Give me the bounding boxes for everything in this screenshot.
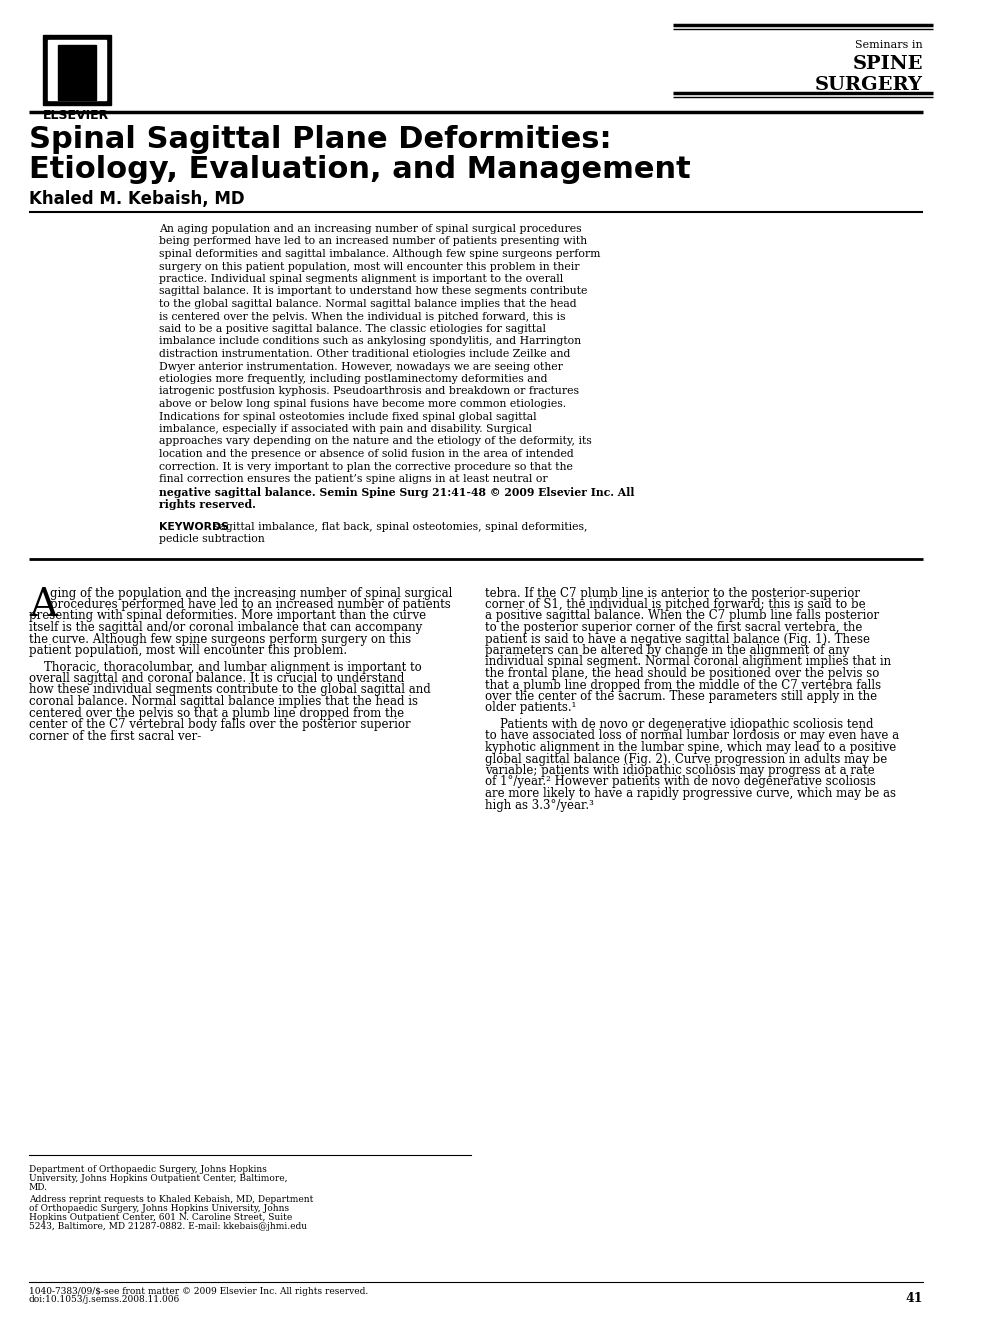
Text: iatrogenic postfusion kyphosis. Pseudoarthrosis and breakdown or fractures: iatrogenic postfusion kyphosis. Pseudoar… (158, 387, 578, 396)
Text: SURGERY: SURGERY (815, 77, 923, 94)
Text: distraction instrumentation. Other traditional etiologies include Zeilke and: distraction instrumentation. Other tradi… (158, 348, 570, 359)
Text: Khaled M. Kebaish, MD: Khaled M. Kebaish, MD (29, 190, 245, 209)
Text: patient population, most will encounter this problem.: patient population, most will encounter … (29, 644, 346, 657)
Text: over the center of the sacrum. These parameters still apply in the: over the center of the sacrum. These par… (485, 690, 877, 704)
Text: ELSEVIER: ELSEVIER (44, 110, 110, 121)
Text: ging of the population and the increasing number of spinal surgical: ging of the population and the increasin… (50, 586, 452, 599)
Text: pedicle subtraction: pedicle subtraction (158, 535, 264, 544)
Text: parameters can be altered by change in the alignment of any: parameters can be altered by change in t… (485, 644, 849, 657)
Text: Indications for spinal osteotomies include fixed spinal global sagittal: Indications for spinal osteotomies inclu… (158, 412, 537, 421)
Text: individual spinal segment. Normal coronal alignment implies that in: individual spinal segment. Normal corona… (485, 656, 892, 668)
Text: itself is the sagittal and/or coronal imbalance that can accompany: itself is the sagittal and/or coronal im… (29, 620, 422, 634)
Text: is centered over the pelvis. When the individual is pitched forward, this is: is centered over the pelvis. When the in… (158, 312, 565, 322)
Text: variable; patients with idiopathic scoliosis may progress at a rate: variable; patients with idiopathic scoli… (485, 764, 875, 777)
Text: 5243, Baltimore, MD 21287-0882. E-mail: kkebais@jhmi.edu: 5243, Baltimore, MD 21287-0882. E-mail: … (29, 1222, 307, 1232)
Bar (49, 40, 106, 100)
Text: being performed have led to an increased number of patients presenting with: being performed have led to an increased… (158, 236, 587, 247)
Text: to the global sagittal balance. Normal sagittal balance implies that the head: to the global sagittal balance. Normal s… (158, 300, 576, 309)
Text: 41: 41 (906, 1292, 923, 1305)
Text: center of the C7 vertebral body falls over the posterior superior: center of the C7 vertebral body falls ov… (29, 718, 411, 731)
Text: doi:10.1053/j.semss.2008.11.006: doi:10.1053/j.semss.2008.11.006 (29, 1295, 180, 1304)
Text: patient is said to have a negative sagittal balance (Fig. 1). These: patient is said to have a negative sagit… (485, 632, 870, 645)
Text: to have associated loss of normal lumbar lordosis or may even have a: to have associated loss of normal lumbar… (485, 730, 900, 742)
Text: to the posterior superior corner of the first sacral vertebra, the: to the posterior superior corner of the … (485, 620, 863, 634)
Text: MD.: MD. (29, 1183, 48, 1192)
Text: final correction ensures the patient’s spine aligns in at least neutral or: final correction ensures the patient’s s… (158, 474, 547, 484)
Text: location and the presence or absence of solid fusion in the area of intended: location and the presence or absence of … (158, 449, 573, 459)
Text: imbalance include conditions such as ankylosing spondylitis, and Harrington: imbalance include conditions such as ank… (158, 337, 581, 346)
Text: imbalance, especially if associated with pain and disability. Surgical: imbalance, especially if associated with… (158, 424, 532, 434)
Text: surgery on this patient population, most will encounter this problem in their: surgery on this patient population, most… (158, 261, 579, 272)
Text: corner of the first sacral ver-: corner of the first sacral ver- (29, 730, 201, 742)
Text: the curve. Although few spine surgeons perform surgery on this: the curve. Although few spine surgeons p… (29, 632, 411, 645)
Text: of 1°/year.² However patients with de novo degenerative scoliosis: of 1°/year.² However patients with de no… (485, 776, 876, 788)
Text: 1040-7383/09/$-see front matter © 2009 Elsevier Inc. All rights reserved.: 1040-7383/09/$-see front matter © 2009 E… (29, 1287, 368, 1296)
Text: Spinal Sagittal Plane Deformities:: Spinal Sagittal Plane Deformities: (29, 125, 612, 154)
Text: that a plumb line dropped from the middle of the C7 vertebra falls: that a plumb line dropped from the middl… (485, 678, 882, 692)
Text: corner of S1, the individual is pitched forward; this is said to be: corner of S1, the individual is pitched … (485, 598, 866, 611)
Text: high as 3.3°/year.³: high as 3.3°/year.³ (485, 799, 594, 812)
Text: presenting with spinal deformities. More important than the curve: presenting with spinal deformities. More… (29, 610, 426, 623)
Text: University, Johns Hopkins Outpatient Center, Baltimore,: University, Johns Hopkins Outpatient Cen… (29, 1173, 287, 1183)
Text: A: A (29, 586, 56, 623)
Bar (44, 36, 111, 106)
Text: sagittal imbalance, flat back, spinal osteotomies, spinal deformities,: sagittal imbalance, flat back, spinal os… (215, 521, 588, 532)
Text: KEYWORDS: KEYWORDS (158, 521, 229, 532)
Text: Dwyer anterior instrumentation. However, nowadays we are seeing other: Dwyer anterior instrumentation. However,… (158, 362, 562, 371)
Text: spinal deformities and sagittal imbalance. Although few spine surgeons perform: spinal deformities and sagittal imbalanc… (158, 249, 600, 259)
Text: SPINE: SPINE (852, 55, 923, 73)
Text: global sagittal balance (Fig. 2). Curve progression in adults may be: global sagittal balance (Fig. 2). Curve … (485, 752, 888, 766)
Text: of Orthopaedic Surgery, Johns Hopkins University, Johns: of Orthopaedic Surgery, Johns Hopkins Un… (29, 1204, 289, 1213)
Text: the frontal plane, the head should be positioned over the pelvis so: the frontal plane, the head should be po… (485, 667, 880, 680)
Text: Department of Orthopaedic Surgery, Johns Hopkins: Department of Orthopaedic Surgery, Johns… (29, 1166, 266, 1173)
Text: are more likely to have a rapidly progressive curve, which may be as: are more likely to have a rapidly progre… (485, 787, 897, 800)
Text: rights reserved.: rights reserved. (158, 499, 255, 510)
Text: An aging population and an increasing number of spinal surgical procedures: An aging population and an increasing nu… (158, 224, 581, 234)
Text: negative sagittal balance. Semin Spine Surg 21:41-48 © 2009 Elsevier Inc. All: negative sagittal balance. Semin Spine S… (158, 487, 635, 498)
Text: Thoracic, thoracolumbar, and lumbar alignment is important to: Thoracic, thoracolumbar, and lumbar alig… (29, 660, 422, 673)
Text: approaches vary depending on the nature and the etiology of the deformity, its: approaches vary depending on the nature … (158, 437, 591, 446)
Text: tebra. If the C7 plumb line is anterior to the posterior-superior: tebra. If the C7 plumb line is anterior … (485, 586, 860, 599)
Text: practice. Individual spinal segments alignment is important to the overall: practice. Individual spinal segments ali… (158, 275, 563, 284)
Text: Etiology, Evaluation, and Management: Etiology, Evaluation, and Management (29, 154, 691, 183)
Text: older patients.¹: older patients.¹ (485, 701, 577, 714)
Text: kyphotic alignment in the lumbar spine, which may lead to a positive: kyphotic alignment in the lumbar spine, … (485, 741, 897, 754)
Text: Patients with de novo or degenerative idiopathic scoliosis tend: Patients with de novo or degenerative id… (485, 718, 874, 731)
Text: a positive sagittal balance. When the C7 plumb line falls posterior: a positive sagittal balance. When the C7… (485, 610, 879, 623)
Text: Address reprint requests to Khaled Kebaish, MD, Department: Address reprint requests to Khaled Kebai… (29, 1195, 313, 1204)
Text: how these individual segments contribute to the global sagittal and: how these individual segments contribute… (29, 684, 431, 697)
Text: said to be a positive sagittal balance. The classic etiologies for sagittal: said to be a positive sagittal balance. … (158, 323, 545, 334)
Text: procedures performed have led to an increased number of patients: procedures performed have led to an incr… (50, 598, 450, 611)
Text: etiologies more frequently, including postlaminectomy deformities and: etiologies more frequently, including po… (158, 374, 547, 384)
Text: above or below long spinal fusions have become more common etiologies.: above or below long spinal fusions have … (158, 399, 565, 409)
Text: overall sagittal and coronal balance. It is crucial to understand: overall sagittal and coronal balance. It… (29, 672, 404, 685)
Bar (57, 45, 96, 100)
Text: centered over the pelvis so that a plumb line dropped from the: centered over the pelvis so that a plumb… (29, 706, 404, 719)
Text: Hopkins Outpatient Center, 601 N. Caroline Street, Suite: Hopkins Outpatient Center, 601 N. Caroli… (29, 1213, 292, 1222)
Text: correction. It is very important to plan the corrective procedure so that the: correction. It is very important to plan… (158, 462, 572, 471)
Text: Seminars in: Seminars in (855, 40, 923, 50)
Text: coronal balance. Normal sagittal balance implies that the head is: coronal balance. Normal sagittal balance… (29, 696, 418, 708)
Text: sagittal balance. It is important to understand how these segments contribute: sagittal balance. It is important to und… (158, 286, 587, 297)
